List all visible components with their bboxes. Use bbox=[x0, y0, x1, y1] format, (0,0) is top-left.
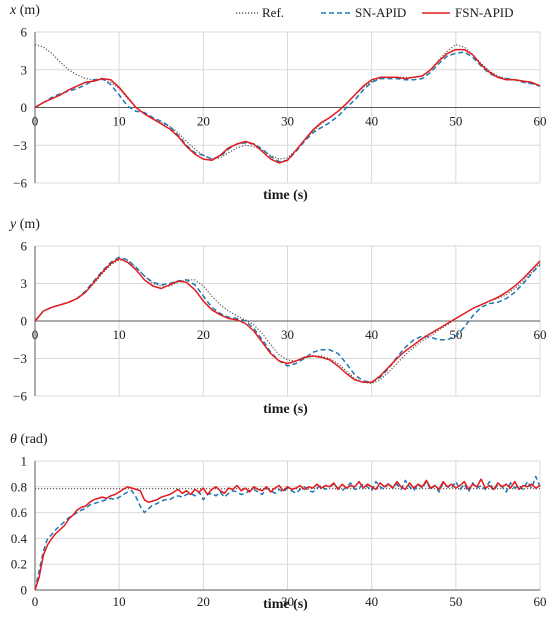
x-tick-label: 20 bbox=[197, 327, 210, 342]
legend-label-sn: SN-APID bbox=[355, 5, 406, 20]
y-axis-label-unit: (rad) bbox=[17, 432, 48, 447]
x-tick-label: 30 bbox=[281, 594, 294, 609]
series-group bbox=[34, 43, 541, 164]
series-line-sn bbox=[34, 256, 541, 384]
panel-theta: 00.20.40.60.810 10 20 30 40 50 60θ (rad)time (… bbox=[10, 432, 547, 612]
x-tick-label: 10 bbox=[113, 327, 126, 342]
gridlines bbox=[34, 460, 541, 591]
x-tick-labels: 0 10 20 30 40 50 60 bbox=[32, 327, 547, 342]
x-tick-label: 40 bbox=[365, 327, 378, 342]
x-tick-label: 50 bbox=[449, 327, 462, 342]
x-tick-label: 30 bbox=[281, 114, 294, 129]
y-tick-label: −3 bbox=[13, 138, 27, 153]
y-axis-label-var: x bbox=[9, 3, 17, 18]
y-axis-label-unit: (m) bbox=[16, 3, 40, 18]
x-tick-label: 50 bbox=[449, 114, 462, 129]
x-tick-label: 0 bbox=[32, 114, 39, 129]
axes bbox=[34, 461, 540, 591]
series-line-sn bbox=[34, 475, 541, 591]
y-tick-label: 3 bbox=[21, 62, 28, 77]
y-axis-label-var: θ bbox=[10, 432, 17, 447]
x-axis-label: time (s) bbox=[263, 402, 308, 417]
y-tick-labels: −6 −3 0 3 6 bbox=[13, 25, 27, 191]
y-tick-label: 0 bbox=[21, 583, 28, 598]
series-line-ref bbox=[34, 43, 541, 160]
y-tick-label: 6 bbox=[21, 239, 28, 254]
y-tick-labels: −6 −3 0 3 6 bbox=[13, 239, 27, 404]
series-line-fsn bbox=[34, 257, 541, 384]
y-tick-label: −3 bbox=[13, 351, 27, 366]
x-axis-label: time (s) bbox=[263, 188, 308, 203]
series-group bbox=[34, 475, 541, 591]
x-tick-label: 10 bbox=[113, 594, 126, 609]
x-tick-label: 30 bbox=[281, 327, 294, 342]
legend-label-fsn: FSN-APID bbox=[455, 5, 514, 20]
x-tick-label: 20 bbox=[197, 594, 210, 609]
legend: Ref. SN-APID FSN-APID bbox=[236, 5, 514, 20]
x-tick-label: 50 bbox=[449, 594, 462, 609]
x-tick-labels: 0 10 20 30 40 50 60 bbox=[32, 594, 547, 609]
y-axis-label: y (m) bbox=[8, 217, 40, 232]
y-axis-label: θ (rad) bbox=[10, 432, 48, 447]
y-axis-label-var: y bbox=[8, 217, 17, 232]
y-tick-labels: 0 0.2 0.4 0.6 0.8 1 bbox=[11, 454, 28, 598]
x-tick-label: 40 bbox=[365, 594, 378, 609]
x-tick-label: 60 bbox=[534, 114, 547, 129]
y-tick-label: 0.4 bbox=[11, 531, 28, 546]
x-tick-label: 40 bbox=[365, 114, 378, 129]
x-tick-labels: 0 10 20 30 40 50 60 bbox=[32, 114, 547, 129]
series-line-fsn bbox=[34, 48, 541, 164]
x-tick-label: 60 bbox=[534, 327, 547, 342]
x-tick-label: 0 bbox=[32, 327, 39, 342]
y-tick-label: −6 bbox=[13, 176, 27, 191]
y-tick-label: 3 bbox=[21, 276, 28, 291]
y-tick-label: 0 bbox=[21, 314, 28, 329]
x-tick-label: 60 bbox=[534, 594, 547, 609]
y-axis-label-unit: (m) bbox=[16, 217, 40, 232]
x-tick-label: 20 bbox=[197, 114, 210, 129]
x-tick-label: 10 bbox=[113, 114, 126, 129]
legend-entry-fsn: FSN-APID bbox=[422, 5, 514, 20]
x-axis-label: time (s) bbox=[263, 597, 308, 612]
x-tick-label: 0 bbox=[32, 594, 39, 609]
y-tick-label: 1 bbox=[21, 454, 28, 469]
legend-entry-ref: Ref. bbox=[236, 5, 284, 20]
y-axis-label: x (m) bbox=[9, 3, 40, 18]
y-tick-label: −6 bbox=[13, 389, 27, 404]
legend-entry-sn: SN-APID bbox=[321, 5, 406, 20]
y-tick-label: 6 bbox=[21, 25, 28, 40]
y-tick-label: 0 bbox=[21, 100, 28, 115]
series-line-fsn bbox=[34, 478, 541, 591]
y-tick-label: 0.2 bbox=[11, 557, 27, 572]
series-group bbox=[34, 256, 541, 385]
legend-label-ref: Ref. bbox=[262, 5, 284, 20]
y-tick-label: 0.8 bbox=[11, 479, 27, 494]
y-tick-label: 0.6 bbox=[11, 505, 28, 520]
